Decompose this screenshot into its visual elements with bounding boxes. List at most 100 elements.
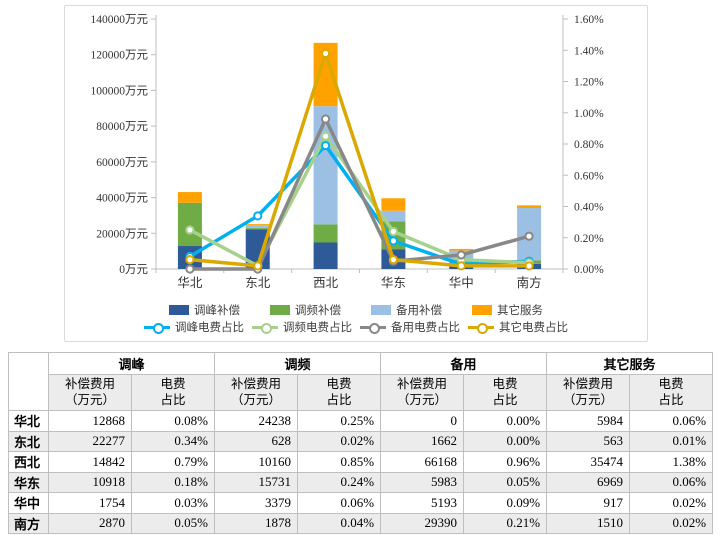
value-cell: 35474 (546, 451, 631, 473)
value-cell: 628 (214, 430, 299, 452)
group-header-cell: 备用 (380, 352, 548, 375)
legend-swatch-icon (472, 305, 492, 315)
value-cell: 0.06% (297, 492, 382, 514)
value-cell: 0.03% (130, 492, 216, 514)
group-header-cell: 调峰 (47, 352, 216, 375)
bar-segment (313, 106, 338, 225)
value-cell: 0.02% (297, 430, 382, 452)
value-cell: 0.05% (463, 471, 548, 493)
line-marker (388, 236, 399, 246)
bar-segment (313, 224, 338, 243)
sub-header-row: 补偿费用 （万元） 电费 占比 补偿费用 （万元） 电费 占比 补偿费用 （万元） 电费 … (9, 374, 714, 411)
legend-item: 其它电费占比 (468, 319, 568, 335)
legend-item: 备用电费占比 (360, 319, 460, 335)
region-label-cell: 华东 (8, 471, 49, 493)
table-row: 华北 12868 0.08% 24238 0.25% 0 0.00% 5984 0.06% (8, 410, 714, 432)
left-axis-label: 120000万元 (91, 50, 149, 62)
legend-label: 调峰电费占比 (175, 322, 244, 334)
legend-item: 备用补偿 (371, 302, 442, 318)
right-axis-label: 1.20% (574, 77, 604, 89)
value-cell: 12868 (48, 410, 132, 432)
right-axis-label: 0.80% (574, 139, 604, 151)
table-row: 华东 10918 0.18% 15731 0.24% 5983 0.05% 6969 0.06% (8, 471, 714, 493)
table-row: 东北 22277 0.34% 628 0.02% 1662 0.00% 563 0.01% (8, 430, 714, 452)
table-body: 华北 12868 0.08% 24238 0.25% 0 0.00% 5984 0.06% 东北 2… (8, 410, 714, 534)
value-cell: 10918 (48, 471, 132, 493)
pct-line (188, 143, 531, 267)
legend-item: 调频补偿 (270, 302, 341, 318)
chart-panel: 0万元 20000万元 40000万元 60000万元 80000万元 100000万元 1… (64, 5, 648, 342)
value-cell: 0.06% (629, 410, 714, 432)
right-axis-label: 0.00% (574, 264, 604, 276)
left-axis-label: 140000万元 (91, 14, 149, 26)
line-marker (320, 131, 331, 141)
value-cell: 0.25% (297, 410, 382, 432)
value-cell: 0.34% (130, 430, 216, 452)
right-axis-label: 1.60% (574, 14, 604, 26)
sub-header-cell: 电费 占比 (297, 374, 382, 411)
value-cell: 0.05% (130, 512, 216, 534)
value-cell: 6969 (546, 471, 631, 493)
value-cell: 1662 (380, 430, 465, 452)
right-axis-label: 0.20% (574, 233, 604, 245)
bar-segment (245, 228, 270, 230)
legend-label: 调频补偿 (295, 305, 341, 317)
value-cell: 24238 (214, 410, 299, 432)
value-cell: 10160 (214, 451, 299, 473)
value-cell: 0.96% (463, 451, 548, 473)
left-axis-label: 0万元 (119, 264, 148, 276)
bar-segment (381, 210, 406, 222)
value-cell: 1.38% (629, 451, 714, 473)
bar-segment (381, 198, 406, 211)
legend-bar-series: 调峰补偿 调频补偿 备用补偿 其它服务 (65, 302, 647, 318)
legend-swatch-icon (270, 305, 290, 315)
legend-line-marker-icon (144, 322, 170, 334)
left-axis-label: 100000万元 (91, 85, 149, 97)
legend-label: 调频电费占比 (283, 322, 352, 334)
legend-line-marker-icon (252, 322, 278, 334)
value-cell: 563 (546, 430, 631, 452)
region-label-cell: 东北 (8, 430, 49, 452)
legend-label: 备用电费占比 (391, 322, 460, 334)
value-cell: 5983 (380, 471, 465, 493)
corner-cell (8, 352, 49, 411)
value-cell: 0.01% (629, 430, 714, 452)
line-marker (320, 48, 331, 58)
line-marker (388, 255, 399, 265)
bar-segment (313, 242, 338, 269)
right-axis-label: 0.60% (574, 170, 604, 182)
line-marker (253, 261, 263, 271)
region-label-cell: 华北 (8, 410, 49, 432)
value-cell: 1754 (48, 492, 132, 514)
bar-segment (245, 225, 270, 229)
sub-header-cell: 电费 占比 (463, 374, 548, 411)
legend-item: 其它服务 (472, 302, 543, 318)
legend-item: 调峰补偿 (169, 302, 240, 318)
group-header-cell: 调频 (214, 352, 382, 375)
line-marker (253, 211, 263, 221)
line-marker (320, 140, 331, 151)
category-label: 华中 (449, 275, 474, 290)
right-axis-label: 1.00% (574, 108, 604, 120)
region-label-cell: 华中 (8, 492, 49, 514)
value-cell: 0.85% (297, 451, 382, 473)
left-axis-label: 60000万元 (96, 157, 148, 169)
bar-segment (449, 248, 474, 251)
legend-swatch-icon (169, 305, 189, 315)
group-header-row: 调峰 调频 备用 其它服务 (8, 352, 714, 411)
value-cell: 0.24% (297, 471, 382, 493)
legend-line-series: 调峰电费占比 调频电费占比 备用电费占比 其它电费占比 (65, 319, 647, 335)
line-marker (185, 264, 195, 274)
table-row: 西北 14842 0.79% 10160 0.85% 66168 0.96% 35474 1.3… (8, 451, 714, 473)
value-cell: 29390 (380, 512, 465, 534)
table-row: 南方 2870 0.05% 1878 0.04% 29390 0.21% 1510 0.02% (8, 512, 714, 534)
sub-header-cell: 电费 占比 (629, 374, 714, 411)
table-row: 华中 1754 0.03% 3379 0.06% 5193 0.09% 917 0.02% (8, 492, 714, 514)
category-label: 华北 (177, 275, 203, 290)
value-cell: 0.00% (463, 430, 548, 452)
line-marker (320, 114, 331, 124)
value-cell: 917 (546, 492, 631, 514)
table-header: 调峰 调频 备用 其它服务 补偿费用 （万元） 电费 占比 补偿费用 （万元） 电费 占比 补偿… (8, 352, 714, 411)
category-label: 西北 (313, 276, 339, 290)
